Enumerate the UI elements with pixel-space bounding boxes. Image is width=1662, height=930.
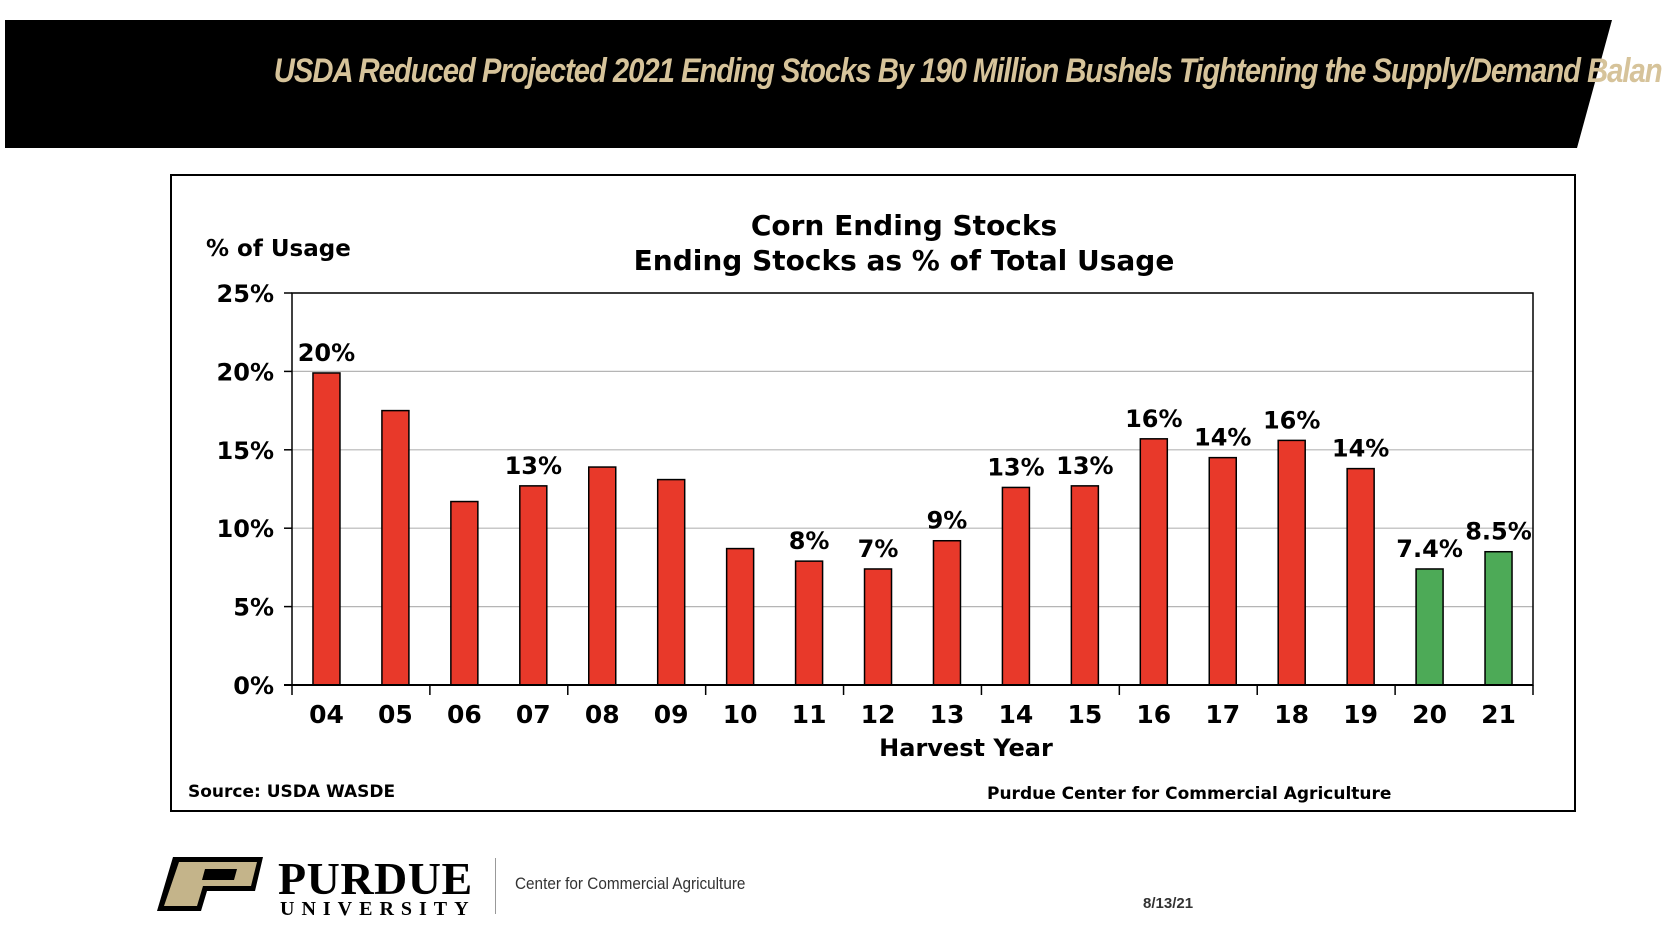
x-tick-label: 06 xyxy=(447,700,482,729)
bar-16 xyxy=(1139,438,1169,686)
bar-07 xyxy=(519,485,548,686)
data-label: 14% xyxy=(1332,435,1389,463)
logo-subtext: UNIVERSITY xyxy=(280,898,476,920)
data-label: 14% xyxy=(1194,424,1251,452)
x-tick-label: 21 xyxy=(1481,700,1516,729)
data-label: 9% xyxy=(927,507,968,535)
purdue-p-logo xyxy=(157,857,263,911)
data-label: 13% xyxy=(505,452,562,480)
x-tick-label: 05 xyxy=(378,700,413,729)
bar-20 xyxy=(1415,568,1444,686)
chart-frame: Corn Ending Stocks Ending Stocks as % of… xyxy=(170,174,1576,812)
plot-area: 0% 5% 10% 15% 20% 25% 04 20% 05 06 07 13% 08 09 10 11 8%… xyxy=(217,280,1534,729)
bar-09 xyxy=(656,478,686,686)
bar-06 xyxy=(450,500,479,686)
x-tick-label: 16 xyxy=(1136,700,1171,729)
bar-15 xyxy=(1070,485,1100,686)
footer-divider xyxy=(495,858,496,914)
x-axis-label: Harvest Year xyxy=(879,734,1053,762)
data-label: 7% xyxy=(858,535,899,563)
data-label: 7.4% xyxy=(1396,535,1463,563)
x-tick-label: 10 xyxy=(723,700,758,729)
bar-chart: Corn Ending Stocks Ending Stocks as % of… xyxy=(188,209,1534,804)
source-note: Source: USDA WASDE xyxy=(188,782,395,802)
credit-note: Purdue Center for Commercial Agriculture xyxy=(987,784,1391,804)
data-label: 8% xyxy=(789,527,830,555)
banner-title: USDA Reduced Projected 2021 Ending Stock… xyxy=(273,52,1662,90)
data-label: 20% xyxy=(298,339,355,367)
data-label: 8.5% xyxy=(1465,518,1532,546)
bar-17 xyxy=(1208,456,1237,686)
bar-14 xyxy=(1001,486,1031,686)
center-name: Center for Commercial Agriculture xyxy=(515,874,746,893)
bar-18 xyxy=(1277,439,1306,686)
x-tick-label: 11 xyxy=(792,700,827,729)
y-tick-label: 15% xyxy=(217,437,274,465)
x-tick-label: 09 xyxy=(654,700,689,729)
y-tick-label: 5% xyxy=(233,594,274,622)
x-tick-label: 17 xyxy=(1205,700,1240,729)
x-tick-label: 14 xyxy=(999,700,1034,729)
y-axis-label: % of Usage xyxy=(206,236,351,262)
x-tick-label: 18 xyxy=(1274,700,1309,729)
y-tick-label: 0% xyxy=(233,672,274,700)
bar-11 xyxy=(794,560,824,686)
x-tick-label: 07 xyxy=(516,700,551,729)
x-tick-label: 20 xyxy=(1412,700,1447,729)
x-tick-label: 19 xyxy=(1343,700,1378,729)
y-tick-label: 25% xyxy=(217,280,274,308)
y-tick-label: 10% xyxy=(217,515,274,543)
data-label: 13% xyxy=(1056,452,1113,480)
bar-08 xyxy=(588,466,617,686)
x-tick-label: 15 xyxy=(1067,700,1102,729)
x-tick-label: 13 xyxy=(930,700,965,729)
data-label: 13% xyxy=(987,453,1044,481)
bar-10 xyxy=(725,547,755,686)
y-tick-label: 20% xyxy=(217,358,274,386)
bar-19 xyxy=(1346,467,1375,686)
bar-13 xyxy=(932,539,962,686)
data-label: 16% xyxy=(1125,405,1182,433)
logo-wordmark: PURDUE xyxy=(278,853,473,904)
chart-title: Corn Ending Stocks xyxy=(751,209,1057,242)
bar-12 xyxy=(863,568,893,686)
chart-subtitle: Ending Stocks as % of Total Usage xyxy=(634,244,1175,277)
bar-04 xyxy=(312,372,341,686)
x-tick-label: 12 xyxy=(861,700,896,729)
data-label: 16% xyxy=(1263,406,1320,434)
x-tick-label: 04 xyxy=(309,700,344,729)
bar-21 xyxy=(1484,550,1513,686)
title-banner xyxy=(5,20,1612,148)
footer-date: 8/13/21 xyxy=(1143,895,1194,912)
banner-background xyxy=(5,20,1612,148)
x-tick-label: 08 xyxy=(585,700,620,729)
bar-05 xyxy=(381,409,410,686)
